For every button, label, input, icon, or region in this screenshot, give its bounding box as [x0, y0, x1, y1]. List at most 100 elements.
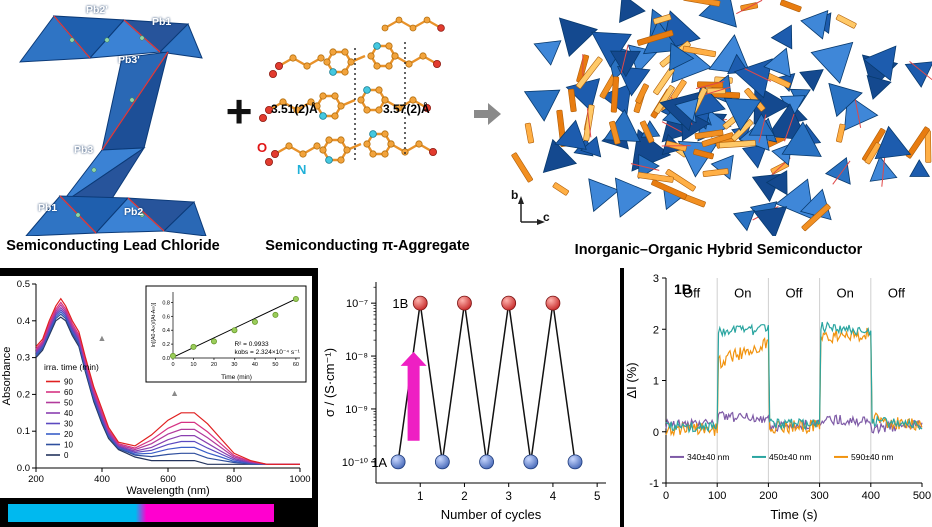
atom-label-pb1b: Pb1: [38, 202, 58, 214]
svg-text:50: 50: [64, 399, 73, 408]
svg-text:800: 800: [226, 474, 242, 485]
hybrid-panel: b c Inorganic–Organic Hybrid Semiconduct…: [505, 0, 932, 268]
svg-text:400: 400: [94, 474, 110, 485]
svg-text:30: 30: [231, 362, 237, 368]
svg-text:kobs = 2.324×10⁻⁴ s⁻¹: kobs = 2.324×10⁻⁴ s⁻¹: [234, 349, 300, 356]
svg-text:▲: ▲: [98, 333, 107, 343]
photoresponse-chart: 0 100 200 300 400 500 -1 0 1 2 3 Time (s) ΔI (%) 1B Of…: [624, 268, 932, 527]
svg-text:600: 600: [160, 474, 176, 485]
svg-text:60: 60: [293, 362, 299, 368]
svg-text:ln[(A0-A∞)/(At-A∞)]: ln[(A0-A∞)/(At-A∞)]: [151, 302, 157, 347]
pi-aggregate-structure: [259, 16, 445, 166]
svg-text:1B: 1B: [392, 296, 408, 311]
svg-text:10⁻⁸: 10⁻⁸: [345, 351, 368, 363]
svg-text:30: 30: [64, 420, 73, 429]
svg-text:Absorbance: Absorbance: [1, 347, 13, 406]
svg-text:400: 400: [862, 490, 880, 502]
svg-text:3: 3: [653, 273, 659, 285]
svg-text:10⁻¹⁰: 10⁻¹⁰: [342, 457, 369, 469]
bottom-row: 200 400 600 800 1000 0.0 0.1 0.2 0.3 0.4 0.5 Wavele…: [0, 268, 932, 527]
svg-text:σ / (S·cm⁻¹): σ / (S·cm⁻¹): [322, 348, 337, 417]
oxygen-label: O: [257, 140, 268, 155]
svg-text:1000: 1000: [289, 474, 310, 485]
svg-text:10⁻⁷: 10⁻⁷: [346, 298, 368, 310]
svg-text:On: On: [734, 285, 751, 300]
absorbance-chart: 200 400 600 800 1000 0.0 0.1 0.2 0.3 0.4 0.5 Wavele…: [0, 276, 312, 498]
svg-text:0.0: 0.0: [162, 356, 170, 362]
atom-label-pb1a: Pb1: [152, 16, 172, 28]
svg-text:R² = 0.9933: R² = 0.9933: [234, 341, 269, 348]
axis-c-label: c: [543, 210, 550, 224]
svg-text:On: On: [837, 285, 854, 300]
plus-sign: +: [225, 85, 253, 137]
svg-text:0: 0: [653, 427, 659, 439]
svg-text:Wavelength (nm): Wavelength (nm): [126, 485, 209, 497]
svg-text:0: 0: [663, 490, 669, 502]
svg-text:40: 40: [252, 362, 258, 368]
svg-text:340±40 nm: 340±40 nm: [687, 452, 729, 462]
svg-text:0: 0: [171, 362, 174, 368]
atom-label-pb3: Pb3: [74, 144, 94, 156]
pi-aggregate-panel: 3.51(2)Å 3.57(2)Å O N Semiconducting π-A…: [255, 0, 480, 268]
atom-label-pb2: Pb2: [124, 206, 144, 218]
svg-text:500: 500: [913, 490, 931, 502]
svg-text:10: 10: [64, 441, 73, 450]
lead-chloride-structure: [18, 15, 207, 236]
svg-text:2: 2: [461, 491, 467, 503]
svg-text:Time (min): Time (min): [221, 374, 252, 381]
svg-text:20: 20: [211, 362, 217, 368]
svg-text:1B: 1B: [674, 281, 692, 297]
svg-text:0.0: 0.0: [17, 463, 30, 474]
distance-label-1: 3.51(2)Å: [271, 102, 318, 116]
svg-text:40: 40: [64, 409, 73, 418]
lead-chloride-panel: Pb2' Pb1 Pb3' Pb3 Pb1 Pb2 Semiconducting…: [2, 0, 224, 268]
hybrid-structure: [511, 0, 932, 236]
svg-text:50: 50: [272, 362, 278, 368]
svg-text:2: 2: [653, 324, 659, 336]
illumination-gradient-bar: [8, 504, 274, 522]
absorbance-plot: 200 400 600 800 10000.00.10.20.30.40.5Wavele…: [1, 279, 311, 497]
svg-text:4: 4: [550, 491, 557, 503]
conductivity-chart: 1 2 3 4 5 10⁻¹⁰ 10⁻⁹ 10⁻⁸ 10⁻⁷ Number of cycles σ …: [318, 268, 620, 527]
svg-text:ΔI (%): ΔI (%): [624, 362, 639, 398]
panel1-caption: Semiconducting Lead Chloride: [6, 238, 220, 254]
svg-text:-1: -1: [649, 478, 659, 490]
panel2-caption: Semiconducting π-Aggregate: [265, 238, 470, 254]
svg-text:20: 20: [64, 430, 73, 439]
svg-text:1: 1: [417, 491, 423, 503]
svg-text:1A: 1A: [371, 455, 387, 470]
svg-text:1: 1: [653, 376, 659, 388]
svg-text:100: 100: [708, 490, 726, 502]
svg-text:200: 200: [28, 474, 44, 485]
svg-text:0: 0: [64, 451, 69, 460]
svg-text:Off: Off: [785, 285, 802, 300]
svg-text:450±40 nm: 450±40 nm: [769, 452, 811, 462]
svg-text:Off: Off: [888, 285, 905, 300]
svg-text:0.8: 0.8: [162, 300, 170, 306]
svg-text:Off: Off: [683, 285, 700, 300]
svg-text:10⁻⁹: 10⁻⁹: [345, 404, 368, 416]
svg-text:Time (s): Time (s): [770, 507, 817, 522]
svg-text:0.4: 0.4: [17, 316, 30, 327]
nitrogen-label: N: [297, 162, 307, 177]
svg-text:90: 90: [64, 378, 73, 387]
svg-text:590±40 nm: 590±40 nm: [851, 452, 893, 462]
svg-text:60: 60: [64, 388, 73, 397]
axis-b-label: b: [511, 188, 519, 202]
svg-text:5: 5: [594, 491, 600, 503]
atom-label-pb2p: Pb2': [86, 4, 108, 16]
panel3-caption: Inorganic–Organic Hybrid Semiconductor: [574, 242, 863, 258]
svg-text:0.5: 0.5: [17, 279, 30, 290]
distance-label-2: 3.57(2)Å: [383, 102, 430, 116]
svg-text:Number of cycles: Number of cycles: [441, 507, 542, 522]
svg-text:irra. time (min): irra. time (min): [44, 362, 99, 372]
atom-label-pb3p: Pb3': [118, 54, 140, 66]
svg-text:300: 300: [810, 490, 828, 502]
svg-text:200: 200: [759, 490, 777, 502]
conductivity-plot: 1 2 3 4 5 10⁻¹⁰ 10⁻⁹ 10⁻⁸ 10⁻⁷ Number of cycles σ …: [322, 282, 606, 522]
svg-text:0.3: 0.3: [17, 353, 30, 364]
svg-text:▲: ▲: [170, 388, 179, 398]
svg-text:0.4: 0.4: [162, 328, 170, 334]
